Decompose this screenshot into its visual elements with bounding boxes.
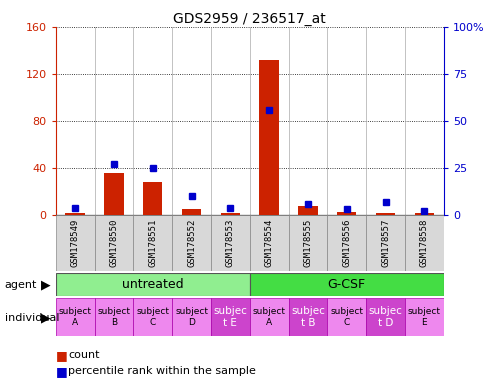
Text: GSM178549: GSM178549 — [71, 219, 79, 267]
Bar — [65, 213, 85, 215]
Text: subject
D: subject D — [175, 308, 208, 327]
Bar — [365, 298, 404, 336]
Bar — [172, 215, 211, 271]
Bar — [365, 215, 404, 271]
Text: untreated: untreated — [121, 278, 183, 291]
Text: agent: agent — [5, 280, 37, 290]
Bar — [211, 215, 249, 271]
Text: subject
B: subject B — [97, 308, 130, 327]
Bar — [288, 298, 327, 336]
Text: GSM178558: GSM178558 — [419, 219, 428, 267]
Bar — [182, 209, 201, 215]
Bar — [288, 215, 327, 271]
Bar — [404, 215, 443, 271]
Text: individual: individual — [5, 313, 59, 323]
Text: subject
A: subject A — [252, 308, 285, 327]
Bar — [94, 215, 133, 271]
Text: GSM178555: GSM178555 — [303, 219, 312, 267]
Text: G-CSF: G-CSF — [327, 278, 365, 291]
Text: subject
A: subject A — [59, 308, 91, 327]
Bar — [104, 173, 123, 215]
Text: GSM178551: GSM178551 — [148, 219, 157, 267]
Text: subjec
t E: subjec t E — [213, 306, 247, 328]
Bar — [404, 298, 443, 336]
Bar — [56, 215, 94, 271]
Text: subject
E: subject E — [407, 308, 440, 327]
Text: subject
C: subject C — [136, 308, 169, 327]
Text: GSM178554: GSM178554 — [264, 219, 273, 267]
Bar — [211, 298, 249, 336]
Bar — [414, 213, 433, 215]
Bar — [249, 215, 288, 271]
Text: GSM178557: GSM178557 — [380, 219, 389, 267]
Bar — [56, 273, 249, 296]
Text: subjec
t B: subjec t B — [290, 306, 324, 328]
Text: percentile rank within the sample: percentile rank within the sample — [68, 366, 255, 376]
Bar — [259, 60, 278, 215]
Text: ▶: ▶ — [41, 311, 51, 324]
Text: ■: ■ — [56, 349, 67, 362]
Text: ▶: ▶ — [41, 278, 51, 291]
Text: GSM178550: GSM178550 — [109, 219, 118, 267]
Bar — [143, 182, 162, 215]
Bar — [56, 298, 94, 336]
Bar — [249, 273, 443, 296]
Bar — [375, 213, 394, 215]
Bar — [133, 298, 172, 336]
Bar — [298, 206, 317, 215]
Bar — [336, 212, 356, 215]
Bar — [249, 298, 288, 336]
Bar — [172, 298, 211, 336]
Text: GSM178556: GSM178556 — [342, 219, 350, 267]
Text: subject
C: subject C — [330, 308, 363, 327]
Title: GDS2959 / 236517_at: GDS2959 / 236517_at — [173, 12, 325, 26]
Bar — [220, 213, 240, 215]
Bar — [94, 298, 133, 336]
Text: GSM178552: GSM178552 — [187, 219, 196, 267]
Bar — [327, 215, 365, 271]
Bar — [133, 215, 172, 271]
Bar — [327, 298, 365, 336]
Text: subjec
t D: subjec t D — [368, 306, 402, 328]
Text: GSM178553: GSM178553 — [226, 219, 234, 267]
Text: count: count — [68, 350, 99, 360]
Text: ■: ■ — [56, 365, 67, 378]
